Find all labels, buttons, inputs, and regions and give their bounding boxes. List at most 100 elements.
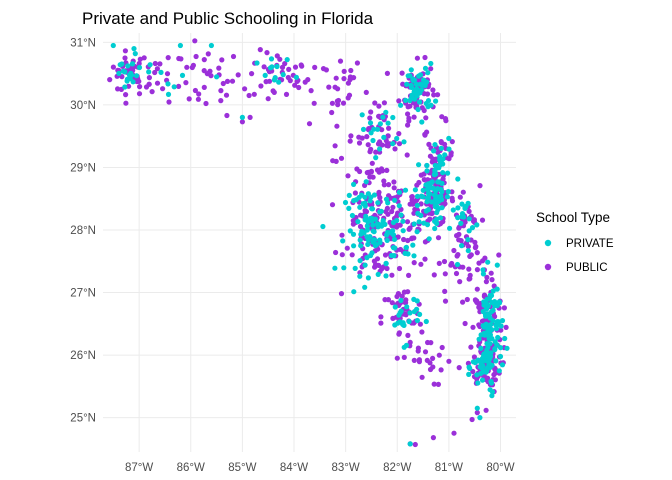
data-point	[411, 221, 417, 227]
data-point	[474, 372, 480, 378]
data-point	[367, 149, 373, 155]
data-point	[431, 148, 437, 154]
data-point	[416, 73, 422, 79]
data-point	[411, 357, 417, 363]
legend-label-private: PRIVATE	[566, 238, 614, 250]
data-point	[496, 319, 502, 325]
data-point	[266, 69, 273, 75]
data-point	[154, 80, 161, 86]
data-point	[468, 252, 474, 258]
data-point	[339, 232, 345, 238]
data-point	[229, 78, 236, 84]
data-point	[430, 355, 436, 361]
data-point	[347, 228, 353, 234]
y-axis: 25°N 26°N 27°N 28°N 29°N 30°N 31°N	[70, 37, 96, 424]
data-point	[329, 109, 335, 116]
data-point	[455, 205, 461, 211]
data-point	[476, 260, 482, 266]
data-point	[389, 252, 395, 259]
data-point	[409, 92, 415, 98]
data-point	[427, 360, 433, 366]
data-point	[377, 121, 383, 127]
data-point	[414, 182, 420, 188]
data-point	[338, 291, 345, 297]
data-point	[351, 181, 357, 187]
data-point	[239, 114, 245, 120]
data-point	[391, 236, 398, 242]
data-point	[357, 258, 363, 264]
data-point	[406, 272, 412, 278]
data-point	[444, 194, 450, 200]
data-point	[422, 349, 429, 355]
data-point	[377, 209, 383, 215]
data-point	[483, 313, 489, 319]
data-point	[276, 79, 282, 85]
data-point	[160, 86, 166, 92]
data-point	[283, 91, 290, 97]
data-point	[146, 81, 152, 87]
data-point	[480, 308, 486, 315]
data-point	[486, 295, 493, 301]
x-tick-label: 80°W	[486, 462, 514, 474]
data-point	[279, 64, 286, 70]
data-point	[122, 48, 128, 54]
data-point	[356, 134, 362, 140]
data-point	[470, 324, 476, 330]
data-point	[264, 50, 270, 56]
data-point	[347, 77, 353, 83]
data-point	[306, 121, 313, 127]
data-point	[466, 208, 472, 214]
data-point	[384, 70, 390, 76]
data-point	[464, 296, 470, 303]
data-point	[396, 131, 402, 137]
data-point	[411, 77, 418, 83]
data-point	[298, 62, 304, 68]
data-point	[426, 141, 432, 147]
data-point	[362, 194, 368, 200]
data-point	[349, 252, 355, 258]
data-point	[483, 407, 489, 413]
data-point	[483, 301, 490, 307]
data-point	[149, 89, 155, 95]
data-point	[462, 205, 468, 211]
data-point	[379, 142, 385, 148]
data-point	[483, 376, 490, 382]
data-point	[417, 311, 423, 317]
data-point	[479, 377, 486, 383]
data-point	[372, 100, 378, 106]
data-point	[293, 74, 299, 80]
data-point	[192, 38, 198, 44]
data-point	[358, 243, 364, 249]
data-point	[370, 222, 376, 228]
data-point	[277, 56, 283, 62]
data-point	[376, 113, 382, 119]
data-point	[421, 177, 427, 183]
data-point	[422, 65, 429, 71]
data-point	[502, 335, 508, 342]
data-point	[364, 223, 370, 229]
data-point	[494, 262, 500, 268]
data-point	[419, 119, 425, 125]
data-point	[404, 304, 410, 310]
data-point	[421, 107, 427, 114]
data-point	[411, 198, 417, 205]
data-point	[323, 67, 329, 73]
data-point	[487, 332, 493, 338]
data-point	[396, 330, 402, 336]
data-point	[216, 65, 222, 71]
data-point	[367, 198, 373, 204]
data-point	[372, 264, 378, 270]
data-point	[337, 58, 344, 64]
data-point	[439, 344, 445, 351]
data-point	[365, 241, 371, 247]
data-point	[396, 265, 403, 272]
data-point	[481, 331, 487, 337]
data-point	[333, 249, 339, 256]
data-point	[123, 100, 129, 106]
data-point	[448, 262, 454, 268]
data-point	[178, 56, 184, 62]
data-point	[123, 92, 129, 98]
x-tick-label: 84°W	[280, 462, 308, 474]
data-point	[495, 334, 501, 341]
